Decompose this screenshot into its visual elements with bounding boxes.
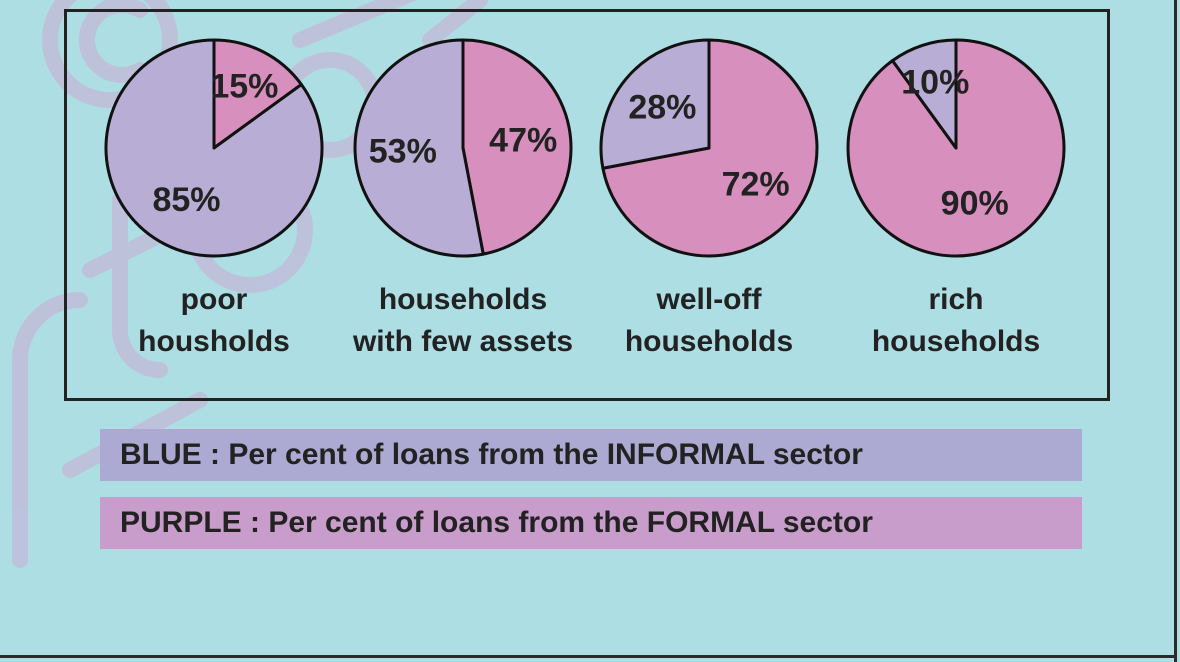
data-label-formal: 15% [210, 67, 278, 105]
pie-3 [846, 38, 1066, 258]
category-label-line1: households [379, 283, 547, 316]
pie-slice-formal [212, 38, 303, 150]
category-label-line2: households [872, 325, 1040, 358]
category-label-line1: well-off [656, 283, 763, 316]
data-label-formal: 72% [722, 166, 790, 204]
category-label-line2: households [625, 325, 793, 358]
pie-slice-formal [461, 38, 573, 256]
pie-0 [104, 38, 324, 258]
legend-formal: PURPLE : Per cent of loans from the FORM… [100, 497, 1082, 549]
data-label-informal: 53% [369, 133, 437, 171]
legend-informal: BLUE : Per cent of loans from the INFORM… [100, 429, 1082, 481]
pie-1 [353, 38, 573, 258]
category-label-line2: housholds [138, 325, 290, 358]
pie-slice-informal [353, 38, 485, 258]
legend-informal-text: BLUE : Per cent of loans from the INFORM… [120, 438, 863, 471]
pie-charts: 15% 85% poor housholds 47% 53% households with … [104, 38, 1066, 358]
data-label-informal: 10% [901, 63, 969, 101]
pie-slice-formal [846, 38, 1066, 258]
category-label-line1: poor [181, 283, 248, 316]
pie-2 [599, 38, 819, 258]
legend-formal-text: PURPLE : Per cent of loans from the FORM… [120, 506, 873, 539]
category-label-line2: with few assets [352, 325, 573, 358]
data-label-informal: 28% [628, 88, 696, 126]
pie-slice-informal [599, 38, 711, 170]
pie-charts-panel: 15% 85% poor housholds 47% 53% households with … [64, 9, 1110, 401]
pie-slice-informal [104, 38, 324, 258]
category-label-line1: rich [928, 283, 983, 316]
data-label-formal: 90% [941, 184, 1009, 222]
pie-slice-informal [891, 38, 958, 150]
data-label-formal: 47% [489, 121, 557, 159]
data-label-informal: 85% [152, 181, 220, 219]
